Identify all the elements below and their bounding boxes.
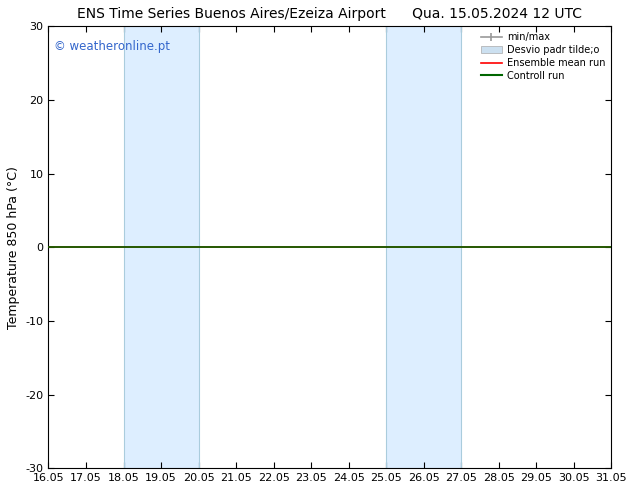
Legend: min/max, Desvio padr tilde;o, Ensemble mean run, Controll run: min/max, Desvio padr tilde;o, Ensemble m…: [478, 29, 609, 84]
Bar: [386, 26, 461, 468]
Title: ENS Time Series Buenos Aires/Ezeiza Airport      Qua. 15.05.2024 12 UTC: ENS Time Series Buenos Aires/Ezeiza Airp…: [77, 7, 583, 21]
Text: © weatheronline.pt: © weatheronline.pt: [54, 40, 170, 52]
Bar: [124, 26, 198, 468]
Y-axis label: Temperature 850 hPa (°C): Temperature 850 hPa (°C): [7, 166, 20, 329]
